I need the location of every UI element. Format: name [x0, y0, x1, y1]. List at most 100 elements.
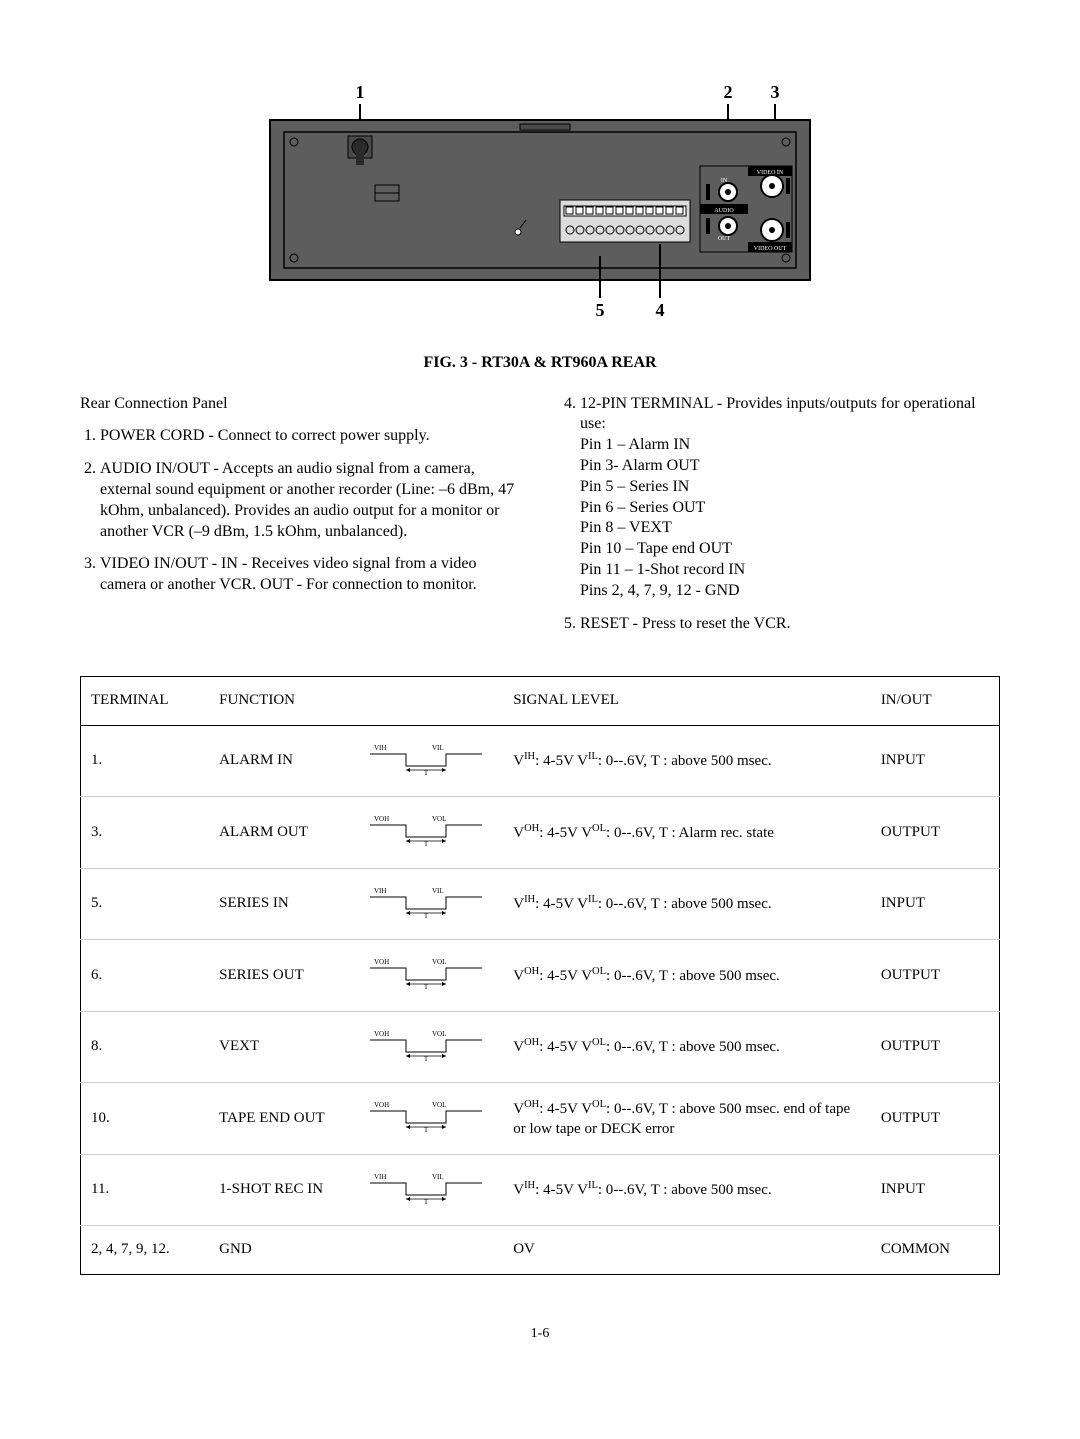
cell-terminal: 5.: [81, 868, 210, 940]
svg-text:T: T: [424, 769, 429, 776]
cell-waveform: VOH VOL T: [356, 1083, 503, 1155]
cell-waveform: VOH VOL T: [356, 940, 503, 1012]
callout-4: 4: [656, 300, 665, 320]
cell-signal: OV: [503, 1226, 871, 1275]
cell-terminal: 2, 4, 7, 9, 12.: [81, 1226, 210, 1275]
th-function: FUNCTION: [209, 677, 356, 726]
cell-terminal: 11.: [81, 1154, 210, 1226]
cell-signal: VIH: 4-5V VIL: 0--.6V, T : above 500 mse…: [503, 1154, 871, 1226]
th-signal: SIGNAL LEVEL: [503, 677, 871, 726]
pin-line: Pin 5 – Series IN: [580, 477, 1000, 498]
svg-text:T: T: [424, 1198, 429, 1205]
cell-waveform: VOH VOL T: [356, 1011, 503, 1083]
svg-text:VOL: VOL: [432, 1030, 446, 1038]
callout-3: 3: [771, 82, 780, 102]
svg-text:AUDIO: AUDIO: [714, 208, 734, 214]
description-columns: Rear Connection Panel POWER CORD - Conne…: [80, 394, 1000, 647]
svg-text:VOH: VOH: [374, 1101, 389, 1109]
cell-waveform: VIH VIL T: [356, 1154, 503, 1226]
svg-text:VOL: VOL: [432, 815, 446, 823]
cell-waveform: VIH VIL T: [356, 725, 503, 797]
cell-waveform: VOH VOL T: [356, 797, 503, 869]
table-row: 8. VEXT VOH VOL T VOH: 4-5V VOL: 0--.6V,…: [81, 1011, 1000, 1083]
table-row: 1. ALARM IN VIH VIL T VIH: 4-5V VIL: 0--…: [81, 725, 1000, 797]
item-4: 12-PIN TERMINAL - Provides inputs/output…: [580, 394, 1000, 602]
svg-text:VOL: VOL: [432, 1101, 446, 1109]
table-row: 5. SERIES IN VIH VIL T VIH: 4-5V VIL: 0-…: [81, 868, 1000, 940]
item-3: VIDEO IN/OUT - IN - Receives video signa…: [100, 554, 520, 596]
cell-function: VEXT: [209, 1011, 356, 1083]
svg-text:VIL: VIL: [432, 1173, 444, 1181]
svg-text:VOH: VOH: [374, 1030, 389, 1038]
svg-text:VOH: VOH: [374, 815, 389, 823]
pin-line: Pin 8 – VEXT: [580, 518, 1000, 539]
svg-text:VIH: VIH: [374, 887, 386, 895]
svg-text:VIL: VIL: [432, 744, 444, 752]
cell-terminal: 6.: [81, 940, 210, 1012]
rear-panel-intro: Rear Connection Panel: [80, 394, 520, 415]
item-2: AUDIO IN/OUT - Accepts an audio signal f…: [100, 459, 520, 542]
cell-signal: VOH: 4-5V VOL: 0--.6V, T : above 500 mse…: [503, 940, 871, 1012]
table-row: 11. 1-SHOT REC IN VIH VIL T VIH: 4-5V VI…: [81, 1154, 1000, 1226]
svg-text:OUT: OUT: [718, 236, 731, 242]
av-block-icon: VIDEO IN AUDIO VIDEO OUT IN OUT: [700, 166, 792, 252]
cell-function: SERIES IN: [209, 868, 356, 940]
svg-text:T: T: [424, 840, 429, 847]
svg-text:VIH: VIH: [374, 744, 386, 752]
callout-1: 1: [356, 82, 365, 102]
th-terminal: TERMINAL: [81, 677, 210, 726]
th-wave: [356, 677, 503, 726]
callout-5: 5: [596, 300, 605, 320]
rear-panel-svg: 1 2 3: [260, 80, 820, 330]
cell-io: OUTPUT: [871, 940, 1000, 1012]
svg-text:VIDEO OUT: VIDEO OUT: [754, 246, 787, 252]
svg-text:T: T: [424, 1055, 429, 1062]
cell-function: 1-SHOT REC IN: [209, 1154, 356, 1226]
table-row: 2, 4, 7, 9, 12. GND OV COMMON: [81, 1226, 1000, 1275]
cell-terminal: 8.: [81, 1011, 210, 1083]
table-row: 3. ALARM OUT VOH VOL T VOH: 4-5V VOL: 0-…: [81, 797, 1000, 869]
pin-line: Pin 3- Alarm OUT: [580, 456, 1000, 477]
cell-terminal: 3.: [81, 797, 210, 869]
cell-io: INPUT: [871, 725, 1000, 797]
cell-function: TAPE END OUT: [209, 1083, 356, 1155]
pin-line: Pin 6 – Series OUT: [580, 498, 1000, 519]
cell-signal: VIH: 4-5V VIL: 0--.6V, T : above 500 mse…: [503, 868, 871, 940]
cell-terminal: 10.: [81, 1083, 210, 1155]
cell-io: OUTPUT: [871, 797, 1000, 869]
cell-signal: VOH: 4-5V VOL: 0--.6V, T : Alarm rec. st…: [503, 797, 871, 869]
cell-io: OUTPUT: [871, 1011, 1000, 1083]
item-5: RESET - Press to reset the VCR.: [580, 614, 1000, 635]
table-header-row: TERMINAL FUNCTION SIGNAL LEVEL IN/OUT: [81, 677, 1000, 726]
rear-panel-diagram: 1 2 3: [80, 80, 1000, 337]
item-1: POWER CORD - Connect to correct power su…: [100, 426, 520, 447]
cell-io: INPUT: [871, 1154, 1000, 1226]
cell-function: ALARM OUT: [209, 797, 356, 869]
cell-function: GND: [209, 1226, 356, 1275]
pin-line: Pin 1 – Alarm IN: [580, 435, 1000, 456]
cell-signal: VIH: 4-5V VIL: 0--.6V, T : above 500 mse…: [503, 725, 871, 797]
signal-table: TERMINAL FUNCTION SIGNAL LEVEL IN/OUT 1.…: [80, 676, 1000, 1275]
terminal-block-icon: [560, 200, 690, 242]
cell-function: SERIES OUT: [209, 940, 356, 1012]
pin-line: Pin 11 – 1-Shot record IN: [580, 560, 1000, 581]
cell-waveform: [356, 1226, 503, 1275]
svg-text:T: T: [424, 912, 429, 919]
cell-io: OUTPUT: [871, 1083, 1000, 1155]
cell-io: COMMON: [871, 1226, 1000, 1275]
svg-text:T: T: [424, 983, 429, 990]
left-column: Rear Connection Panel POWER CORD - Conne…: [80, 394, 520, 647]
table-row: 6. SERIES OUT VOH VOL T VOH: 4-5V VOL: 0…: [81, 940, 1000, 1012]
svg-text:VOL: VOL: [432, 958, 446, 966]
right-column: 12-PIN TERMINAL - Provides inputs/output…: [560, 394, 1000, 647]
cell-function: ALARM IN: [209, 725, 356, 797]
svg-text:T: T: [424, 1126, 429, 1133]
th-io: IN/OUT: [871, 677, 1000, 726]
svg-text:VOH: VOH: [374, 958, 389, 966]
cell-io: INPUT: [871, 868, 1000, 940]
svg-text:VIH: VIH: [374, 1173, 386, 1181]
cell-waveform: VIH VIL T: [356, 868, 503, 940]
page-number: 1-6: [80, 1325, 1000, 1343]
figure-caption: FIG. 3 - RT30A & RT960A REAR: [80, 353, 1000, 374]
pin-line: Pins 2, 4, 7, 9, 12 - GND: [580, 581, 1000, 602]
